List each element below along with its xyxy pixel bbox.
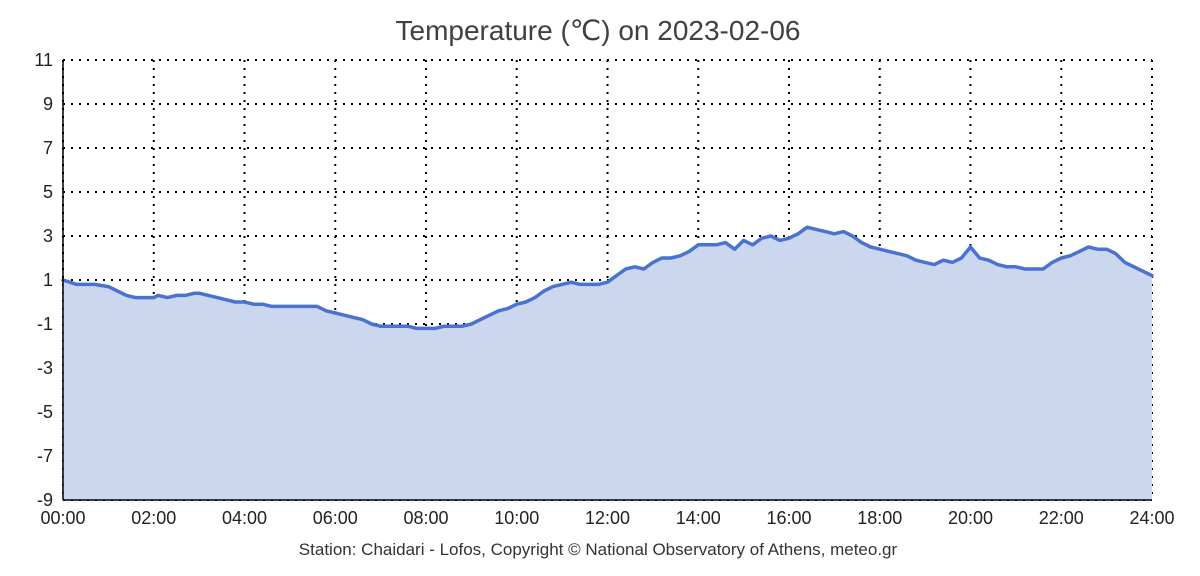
x-tick-label: 08:00 [403,508,448,528]
x-tick-label: 18:00 [857,508,902,528]
x-tick-label: 12:00 [585,508,630,528]
x-tick-label: 10:00 [494,508,539,528]
x-tick-label: 22:00 [1039,508,1084,528]
x-tick-label: 06:00 [313,508,358,528]
x-axis-tick-labels: 00:00 02:00 04:00 06:00 08:00 10:00 12:00 14:00… [40,508,1174,528]
y-tick-label: 3 [43,226,53,246]
x-tick-label: 16:00 [766,508,811,528]
y-tick-label: -5 [37,402,53,422]
y-tick-label: 9 [43,94,53,114]
x-tick-label: 02:00 [131,508,176,528]
y-axis-tick-labels: 11 9 7 5 3 1 -1 -3 -5 -7 -9 [34,50,53,510]
chart-title: Temperature (℃) on 2023-02-06 [396,15,801,46]
axes [62,60,1152,501]
temperature-series-line [61,225,1154,331]
y-tick-label: 11 [34,50,53,70]
y-tick-label: -1 [37,314,53,334]
y-tick-label: -9 [37,490,53,510]
y-tick-label: -3 [37,358,53,378]
plot-area [61,225,1154,500]
y-tick-label: 5 [43,182,53,202]
x-tick-label: 04:00 [222,508,267,528]
y-tick-label: -7 [37,446,53,466]
x-tick-label: 14:00 [676,508,721,528]
x-tick-label: 00:00 [40,508,85,528]
y-tick-label: 1 [43,270,53,290]
area-fill [63,227,1152,500]
x-tick-label: 20:00 [948,508,993,528]
y-tick-label: 7 [43,138,53,158]
x-tick-label: 24:00 [1129,508,1174,528]
footer-credit: Station: Chaidari - Lofos, Copyright © N… [299,540,898,559]
